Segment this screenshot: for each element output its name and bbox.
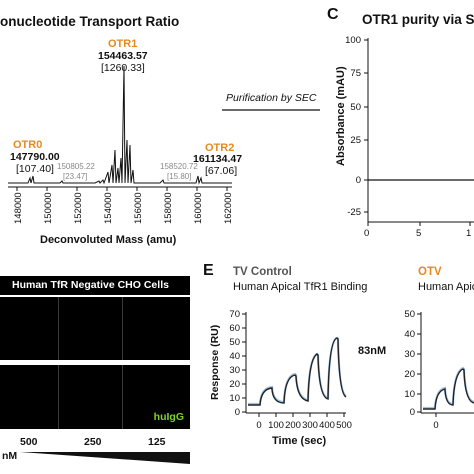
spr-ytick-10: 10 (229, 393, 240, 404)
spr-right-ytick-20: 20 (404, 369, 415, 380)
spectrum-tick-0: 148000 (13, 192, 24, 224)
sec-xtick-5-label: 5 (416, 228, 422, 239)
spr-xtick-400: 400 (319, 420, 335, 431)
spr-ytick-20: 20 (229, 379, 240, 390)
peak-otr0-ratio: [107.40] (16, 163, 54, 175)
spr-right-data-curve (423, 368, 474, 410)
peak-otr2-mass: 161134.47 (193, 153, 243, 165)
spr-right-ytick-30: 30 (404, 349, 415, 360)
spr-right-ytick-50: 50 (404, 309, 415, 320)
peak-otr1-ratio: [1260.33] (101, 62, 145, 74)
peak-minor1-ratio: [23.47] (63, 172, 88, 181)
spectrum-tick-4: 156000 (133, 192, 144, 224)
sec-ytick-25: 25 (350, 135, 361, 146)
spr-y-label: Response (RU) (209, 325, 221, 400)
spr-left-title: TV Control (233, 266, 292, 278)
peak-otr2-name: OTR2 (205, 142, 235, 154)
mass-spectrum-chart: 148000 150000 152000 154000 156000 15800… (8, 65, 320, 246)
spr-right-chart: 50 40 30 20 10 0 0 (404, 309, 474, 431)
peak-otr1-name: OTR1 (108, 38, 138, 50)
peak-minor1-mass: 150805.22 (57, 162, 95, 171)
spectrum-trace (8, 65, 232, 185)
panel-c-letter: C (327, 6, 339, 23)
conc-250: 250 (84, 436, 102, 448)
spr-xtick-500: 500 (336, 420, 352, 431)
spr-ytick-50: 50 (229, 337, 240, 348)
panel-e-letter: E (203, 262, 214, 279)
sec-y-label: Absorbance (mAU) (335, 66, 347, 166)
peak-minor2-mass: 158520.72 (160, 162, 198, 171)
peak-otr0-name: OTR0 (13, 139, 43, 151)
panel-a-title: onucleotide Transport Ratio (0, 14, 180, 29)
conc-500: 500 (20, 436, 38, 448)
spr-right-xtick-0: 0 (433, 420, 438, 431)
sec-xtick-0: 0 (365, 229, 370, 230)
spr-right-subtitle: Human Apica (418, 281, 474, 293)
sec-ytick-75: 75 (350, 68, 361, 79)
spr-xtick-300: 300 (302, 420, 318, 431)
microscopy-row-1 (0, 297, 190, 360)
spectrum-x-label: Deconvoluted Mass (amu) (40, 234, 177, 246)
spr-ytick-40: 40 (229, 351, 240, 362)
concentration-wedge (20, 452, 190, 464)
peak-otr1-mass: 154463.57 (98, 50, 148, 62)
spectrum-tick-3: 154000 (103, 192, 114, 224)
spr-right-ytick-10: 10 (404, 389, 415, 400)
sec-ytick-50: 50 (350, 102, 361, 113)
spectrum-tick-1: 150000 (43, 192, 54, 224)
spr-xtick-100: 100 (268, 420, 284, 431)
sec-xtick-0-label: 0 (364, 228, 370, 239)
spr-data-curve (248, 337, 347, 406)
spr-ytick-0: 0 (235, 407, 240, 418)
spr-xtick-0: 0 (256, 420, 261, 431)
sec-chart: Absorbance (mAU) 100 75 50 25 0 -25 0 (335, 35, 474, 230)
peak-otr2-ratio: [67.06] (205, 165, 238, 177)
sec-ytick-100: 100 (345, 35, 361, 46)
spr-ytick-70: 70 (229, 309, 240, 320)
spr-ytick-60: 60 (229, 323, 240, 334)
spectrum-tick-2: 152000 (73, 192, 84, 224)
spectrum-tick-6: 160000 (193, 192, 204, 224)
panel-d-header: Human TfR Negative CHO Cells (12, 279, 169, 291)
conc-unit: nM (2, 450, 18, 462)
spr-ytick-30: 30 (229, 365, 240, 376)
peak-minor2-ratio: [15.80] (167, 172, 192, 181)
spr-conc-label: 83nM (358, 345, 386, 357)
spr-left-subtitle: Human Apical TfR1 Binding (233, 281, 368, 293)
spr-left-chart: Response (RU) 70 60 50 40 30 20 10 0 0 1… (209, 309, 386, 447)
purification-label: Purification by SEC (226, 92, 317, 104)
spr-right-ytick-0: 0 (410, 407, 415, 418)
spectrum-x-ticks (16, 187, 228, 191)
sec-ytick-neg25: -25 (347, 207, 361, 218)
spr-right-ytick-40: 40 (404, 329, 415, 340)
sec-ytick-0: 0 (356, 175, 361, 186)
spectrum-tick-7: 162000 (223, 192, 234, 224)
sec-xtick-10-label: 1 (466, 228, 472, 239)
spr-right-title: OTV (418, 266, 442, 278)
spr-x-label: Time (sec) (272, 435, 327, 447)
spr-xtick-200: 200 (285, 420, 301, 431)
hulgg-label: huIgG (153, 411, 184, 423)
panel-d-header-bar: Human TfR Negative CHO Cells (0, 276, 190, 295)
spectrum-tick-5: 158000 (163, 192, 174, 224)
microscopy-row-2: huIgG (0, 365, 190, 429)
panel-c-title: OTR1 purity via SE (362, 12, 474, 27)
peak-otr0-mass: 147790.00 (10, 151, 60, 163)
conc-125: 125 (148, 436, 166, 448)
